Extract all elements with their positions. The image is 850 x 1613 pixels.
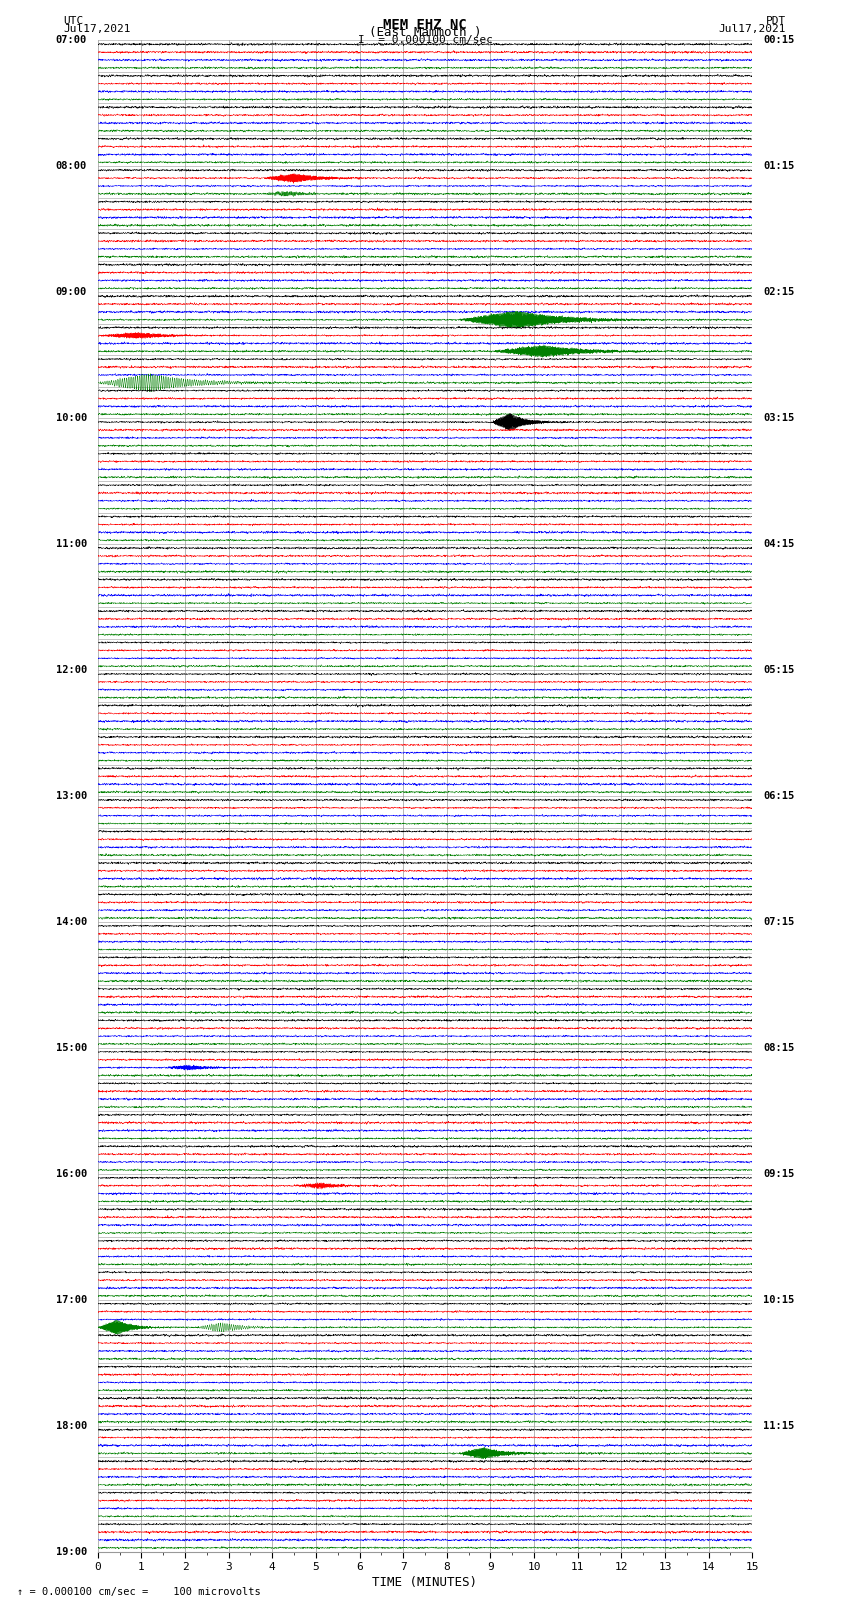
Text: 13:00: 13:00 (55, 790, 87, 802)
Text: 07:15: 07:15 (763, 916, 795, 927)
Text: 19:00: 19:00 (55, 1547, 87, 1557)
Text: 08:15: 08:15 (763, 1044, 795, 1053)
Text: ↑ = 0.000100 cm/sec =    100 microvolts: ↑ = 0.000100 cm/sec = 100 microvolts (17, 1587, 261, 1597)
Text: 15:00: 15:00 (55, 1044, 87, 1053)
Text: 11:00: 11:00 (55, 539, 87, 548)
Text: 01:15: 01:15 (763, 161, 795, 171)
Text: 18:00: 18:00 (55, 1421, 87, 1431)
Text: 09:15: 09:15 (763, 1169, 795, 1179)
Text: 09:00: 09:00 (55, 287, 87, 297)
Text: 00:15: 00:15 (763, 35, 795, 45)
Text: 10:15: 10:15 (763, 1295, 795, 1305)
Text: 06:15: 06:15 (763, 790, 795, 802)
Text: 12:00: 12:00 (55, 665, 87, 676)
Text: 11:15: 11:15 (763, 1421, 795, 1431)
X-axis label: TIME (MINUTES): TIME (MINUTES) (372, 1576, 478, 1589)
Text: (East Mammoth ): (East Mammoth ) (369, 26, 481, 39)
Text: 05:15: 05:15 (763, 665, 795, 676)
Text: MEM EHZ NC: MEM EHZ NC (383, 18, 467, 32)
Text: 10:00: 10:00 (55, 413, 87, 423)
Text: 03:15: 03:15 (763, 413, 795, 423)
Text: Jul17,2021: Jul17,2021 (64, 24, 131, 34)
Text: 07:00: 07:00 (55, 35, 87, 45)
Text: I  = 0.000100 cm/sec: I = 0.000100 cm/sec (358, 35, 492, 45)
Text: 04:15: 04:15 (763, 539, 795, 548)
Text: 16:00: 16:00 (55, 1169, 87, 1179)
Text: PDT: PDT (766, 16, 786, 26)
Text: 17:00: 17:00 (55, 1295, 87, 1305)
Text: UTC: UTC (64, 16, 84, 26)
Text: 14:00: 14:00 (55, 916, 87, 927)
Text: Jul17,2021: Jul17,2021 (719, 24, 786, 34)
Text: 02:15: 02:15 (763, 287, 795, 297)
Text: 08:00: 08:00 (55, 161, 87, 171)
